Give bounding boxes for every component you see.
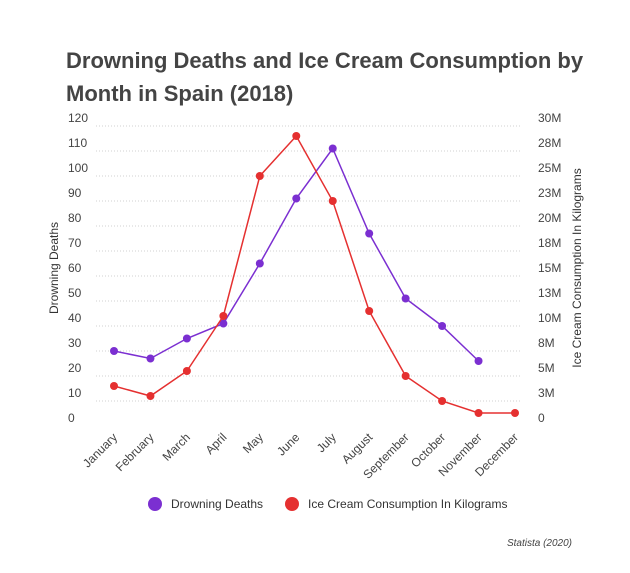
source-note: Statista (2020) <box>506 538 572 549</box>
legend-marker-ice-cream <box>285 497 300 511</box>
data-point-ice-cream-consumption <box>511 409 519 417</box>
legend-label-ice-cream: Ice Cream Consumption In Kilograms <box>308 497 508 511</box>
data-point-ice-cream-consumption <box>292 132 301 140</box>
right-tick-label: 23M <box>538 186 561 200</box>
x-tick-label: May <box>240 430 266 456</box>
data-point-drowning-deaths <box>438 322 447 330</box>
right-tick-label: 3M <box>538 386 555 400</box>
left-tick-label: 50 <box>68 286 82 300</box>
legend-label-drowning: Drowning Deaths <box>171 497 264 511</box>
x-tick-label: July <box>314 430 339 455</box>
legend-item-ice-cream[interactable]: Ice Cream Consumption In Kilograms <box>285 497 507 511</box>
data-point-ice-cream-consumption <box>401 372 410 380</box>
right-tick-label: 30M <box>538 111 561 125</box>
right-tick-label: 20M <box>538 211 561 225</box>
left-tick-label: 70 <box>68 236 82 250</box>
right-tick-label: 15M <box>538 261 561 275</box>
x-tick-label: June <box>274 430 303 459</box>
data-point-ice-cream-consumption <box>255 172 264 180</box>
series-line-drowning-deaths <box>113 146 480 362</box>
left-tick-label: 10 <box>68 386 82 400</box>
right-axis-title: Ice Cream Consumption In Kilograms <box>570 168 584 367</box>
data-point-ice-cream-consumption <box>438 397 447 405</box>
data-point-ice-cream-consumption <box>146 392 155 400</box>
chart-title: Drowning Deaths and Ice Cream Consumptio… <box>66 48 584 106</box>
left-tick-label: 60 <box>68 261 82 275</box>
series-layer <box>110 132 519 417</box>
data-point-drowning-deaths <box>110 347 118 355</box>
right-tick-label: 8M <box>538 336 555 350</box>
right-tick-label: 18M <box>538 236 561 250</box>
left-tick-label: 100 <box>68 161 88 175</box>
right-tick-label: 5M <box>538 361 555 375</box>
left-tick-label: 40 <box>68 311 82 325</box>
x-tick-label: April <box>203 430 230 457</box>
data-point-ice-cream-consumption <box>474 409 483 417</box>
x-tick-label: March <box>160 430 193 463</box>
left-tick-label: 30 <box>68 336 82 350</box>
legend: Drowning Deaths Ice Cream Consumption In… <box>148 497 529 511</box>
left-tick-label: 80 <box>68 211 82 225</box>
legend-item-drowning[interactable]: Drowning Deaths <box>148 497 263 511</box>
data-point-ice-cream-consumption <box>110 382 118 390</box>
left-axis-title: Drowning Deaths <box>47 222 61 314</box>
x-tick-label: February <box>113 430 157 474</box>
left-tick-label: 110 <box>68 136 87 150</box>
legend-marker-drowning <box>148 497 162 511</box>
left-tick-label: 0 <box>68 411 75 425</box>
right-axis-ticks: 0 3M 5M 8M 10M 13M 15M 18M 20M 23M 25M 28M 30M <box>538 111 561 425</box>
data-point-drowning-deaths <box>146 354 155 363</box>
right-tick-label: 25M <box>538 161 561 175</box>
data-point-drowning-deaths <box>328 144 337 153</box>
right-tick-label: 28M <box>538 136 561 150</box>
data-point-drowning-deaths <box>474 357 483 365</box>
grid-lines <box>96 125 522 402</box>
data-point-ice-cream-consumption <box>219 312 228 320</box>
data-point-ice-cream-consumption <box>182 367 191 375</box>
left-tick-label: 20 <box>68 361 82 375</box>
series-line-ice-cream-consumption <box>113 134 515 414</box>
right-tick-label: 13M <box>538 286 561 300</box>
left-tick-label: 90 <box>68 186 82 200</box>
right-tick-label: 10M <box>538 311 561 325</box>
data-point-ice-cream-consumption <box>365 307 374 315</box>
left-tick-label: 120 <box>68 111 88 125</box>
data-point-drowning-deaths <box>182 334 191 343</box>
data-point-ice-cream-consumption <box>328 197 337 205</box>
data-point-drowning-deaths <box>365 229 374 238</box>
data-point-drowning-deaths <box>401 294 410 303</box>
left-axis-ticks: 0 10 20 30 40 50 60 70 80 90 100 110 120 <box>68 111 88 425</box>
data-point-drowning-deaths <box>255 259 264 268</box>
data-point-drowning-deaths <box>219 319 228 328</box>
data-point-drowning-deaths <box>292 194 301 203</box>
right-tick-label: 0 <box>538 411 545 425</box>
